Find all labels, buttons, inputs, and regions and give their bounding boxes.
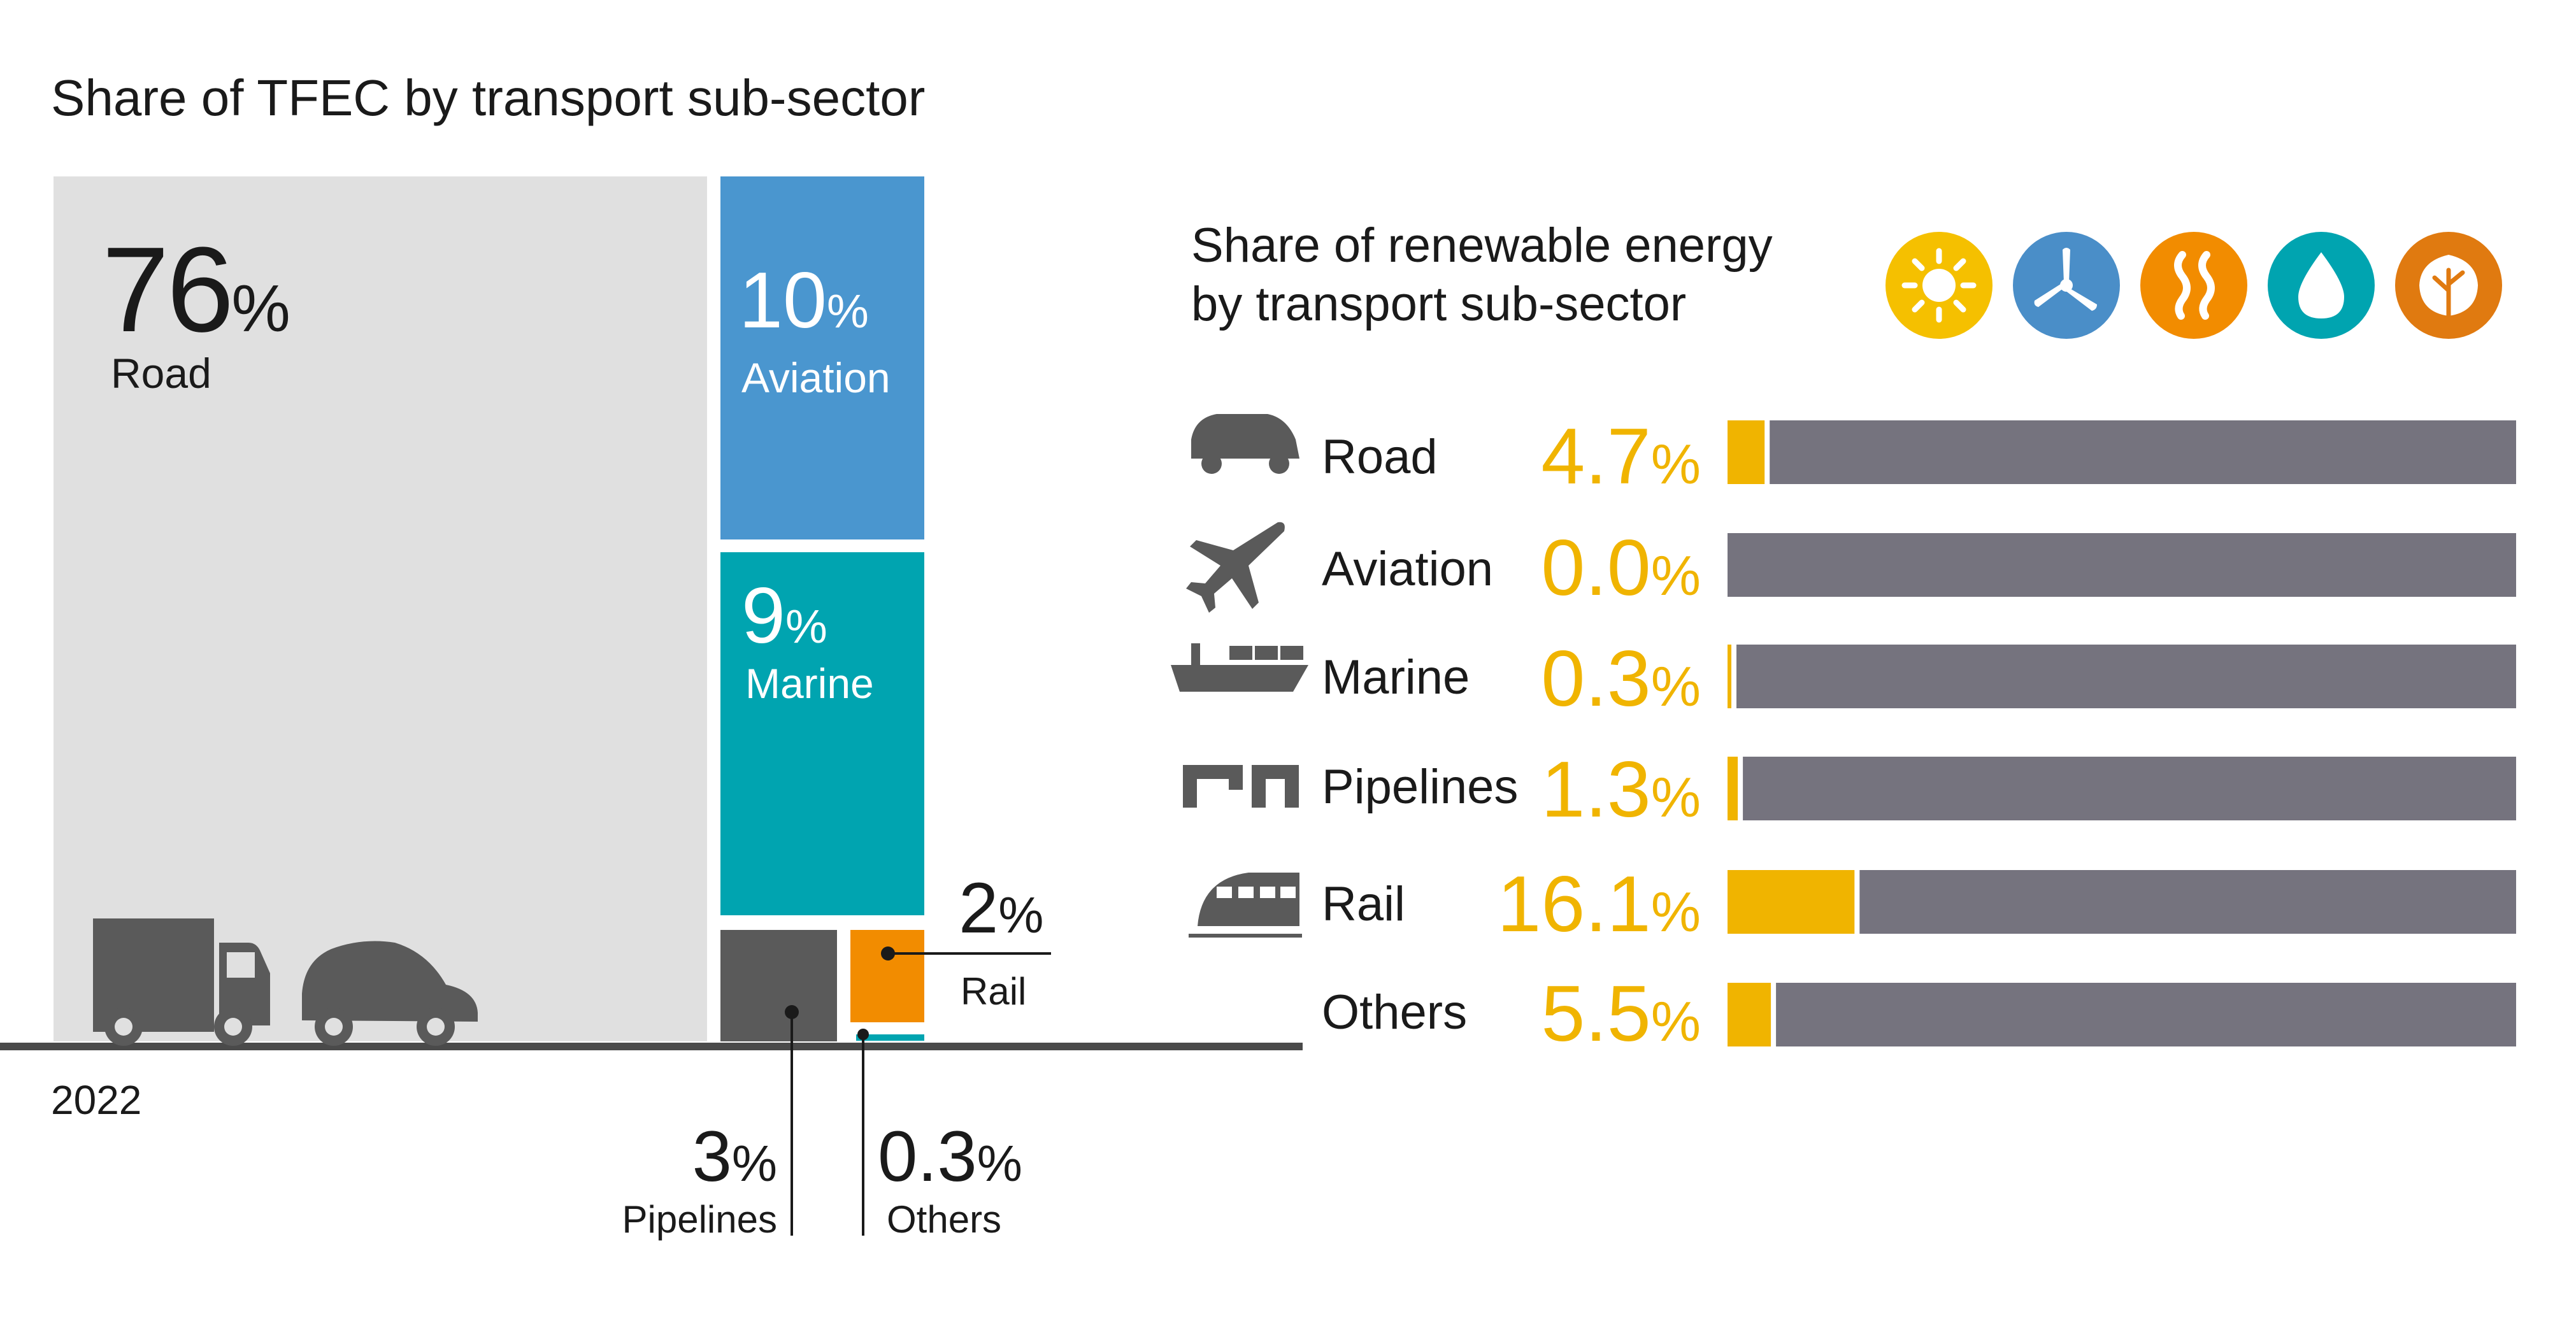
marine-share: 9% xyxy=(741,572,827,660)
row-label-pipelines: Pipelines xyxy=(1322,760,1519,814)
pipelines-label: Pipelines xyxy=(622,1198,778,1241)
train-icon xyxy=(1189,873,1302,938)
right-chart-title: Share of renewable energy by transport s… xyxy=(1191,217,1860,334)
row-label-marine: Marine xyxy=(1322,650,1470,704)
aviation-share: 10% xyxy=(739,257,869,345)
left-chart-title: Share of TFEC by transport sub-sector xyxy=(51,69,926,126)
renewable-bar-rail xyxy=(1728,870,1855,934)
remaining-bar-road xyxy=(1770,420,2516,484)
remaining-bar-rail xyxy=(1859,870,2516,934)
car-silhouette-icon xyxy=(302,941,478,1046)
road-tile xyxy=(54,176,707,1041)
row-label-aviation: Aviation xyxy=(1322,542,1494,596)
pipelines-tile xyxy=(720,930,837,1041)
remaining-bar-others xyxy=(1776,983,2516,1046)
car-icon xyxy=(1191,414,1299,474)
road-label: Road xyxy=(111,350,211,397)
remaining-bar-marine xyxy=(1736,645,2516,708)
marine-tile xyxy=(720,552,924,915)
renewable-bars xyxy=(1728,420,2516,1046)
rail-label: Rail xyxy=(961,970,1027,1013)
row-value-aviation: 0.0% xyxy=(1541,524,1701,612)
year-label: 2022 xyxy=(51,1077,142,1123)
wind-turbine-icon xyxy=(2013,232,2120,339)
road-share: 76% xyxy=(102,222,290,357)
remaining-bar-pipelines xyxy=(1743,757,2516,820)
remaining-bar-aviation xyxy=(1728,533,2516,597)
row-label-others: Others xyxy=(1322,985,1468,1039)
others-tile xyxy=(856,1034,924,1041)
others-share: 0.3% xyxy=(878,1117,1022,1196)
right-chart-title-line2: by transport sub-sector xyxy=(1191,277,1687,331)
row-value-rail: 16.1% xyxy=(1497,860,1701,948)
marine-label: Marine xyxy=(745,660,874,707)
row-value-others: 5.5% xyxy=(1541,970,1701,1058)
row-value-pipelines: 1.3% xyxy=(1541,746,1701,834)
truck-icon xyxy=(93,918,270,1046)
renewable-bar-pipelines xyxy=(1728,757,1738,820)
renewable-bar-marine xyxy=(1728,645,1731,708)
renewable-bar-others xyxy=(1728,983,1771,1046)
geothermal-heat-icon xyxy=(2140,232,2247,339)
airplane-icon xyxy=(1186,522,1285,613)
rail-share: 2% xyxy=(959,868,1044,948)
row-label-road: Road xyxy=(1322,430,1438,484)
right-chart-title-line1: Share of renewable energy xyxy=(1191,218,1773,273)
biomass-leaf-icon xyxy=(2395,232,2502,339)
ship-icon xyxy=(1171,643,1308,692)
pipelines-share: 3% xyxy=(692,1117,777,1196)
row-value-road: 4.7% xyxy=(1541,413,1701,501)
sun-icon xyxy=(1885,232,1993,339)
aviation-label: Aviation xyxy=(741,354,891,401)
row-value-marine: 0.3% xyxy=(1541,635,1701,723)
others-label: Others xyxy=(887,1198,1002,1241)
water-drop-icon xyxy=(2268,232,2375,339)
row-label-rail: Rail xyxy=(1322,877,1405,931)
aviation-tile xyxy=(720,176,924,539)
rail-tile xyxy=(850,930,924,1022)
pipeline-icon xyxy=(1183,765,1299,808)
renewable-bar-road xyxy=(1728,420,1765,484)
